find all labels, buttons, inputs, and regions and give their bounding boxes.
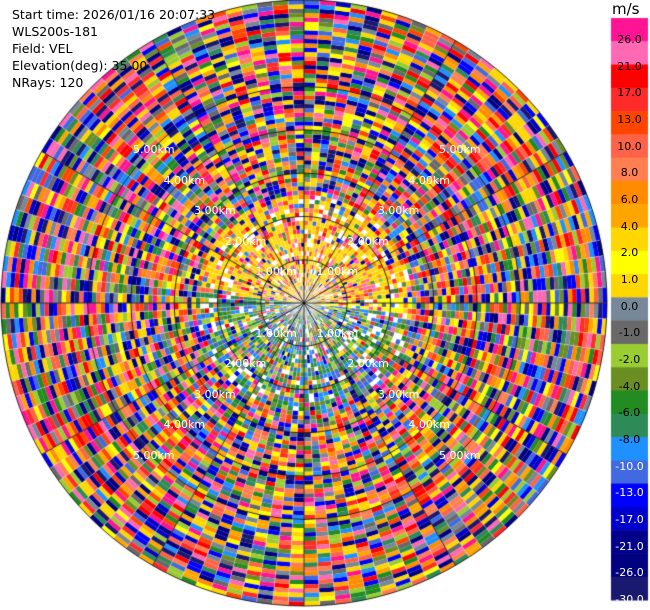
range-ring-label: 1.00km bbox=[255, 326, 297, 340]
colorbar-tick-label: -10.0 bbox=[615, 459, 644, 473]
range-ring-label: 3.00km bbox=[194, 387, 236, 401]
range-ring-label: 5.00km bbox=[132, 142, 175, 156]
colorbar-tick-label: 26.0 bbox=[617, 33, 642, 46]
colorbar-units: m/s bbox=[612, 0, 640, 18]
range-ring-label: 4.00km bbox=[408, 173, 450, 187]
range-ring-label: 3.00km bbox=[377, 204, 420, 218]
colorbar-tick-label: -30.0 bbox=[615, 593, 644, 606]
colorbar-tick-label: 4.0 bbox=[620, 219, 639, 233]
range-ring-label: 1.00km bbox=[255, 265, 297, 279]
range-ring-label: 5.00km bbox=[132, 449, 175, 463]
colorbar-tick-label: -2.0 bbox=[618, 353, 641, 366]
colorbar-tick-label: -4.0 bbox=[618, 379, 641, 393]
colorbar-tick-label: -6.0 bbox=[618, 406, 641, 420]
range-ring-label: 3.00km bbox=[377, 387, 420, 401]
range-ring-label: 4.00km bbox=[163, 173, 206, 187]
colorbar-tick-label: 2.0 bbox=[620, 246, 639, 260]
colorbar-tick-label: 13.0 bbox=[617, 113, 642, 126]
range-ring-label: 3.00km bbox=[194, 204, 236, 218]
colorbar-tick-label: -8.0 bbox=[618, 433, 641, 446]
colorbar-tick-label: 1.0 bbox=[620, 273, 639, 286]
range-ring-label: 2.00km bbox=[224, 234, 267, 248]
range-ring-label: 2.00km bbox=[224, 357, 267, 371]
elevation: Elevation(deg): 35.00 bbox=[12, 58, 148, 73]
nrays: NRays: 120 bbox=[12, 75, 84, 90]
range-ring-label: 1.00km bbox=[316, 265, 359, 279]
colorbar-tick-label: -21.0 bbox=[615, 539, 644, 553]
colorbar-tick-label: -13.0 bbox=[615, 486, 644, 500]
range-ring-label: 4.00km bbox=[163, 418, 206, 432]
range-ring-label: 5.00km bbox=[439, 142, 481, 156]
colorbar-tick-label: -26.0 bbox=[615, 566, 644, 580]
range-ring-label: 5.00km bbox=[439, 449, 481, 463]
info-panel: Start time: 2026/01/16 20:07:33 WLS200s-… bbox=[12, 6, 215, 91]
colorbar-tick-label: 21.0 bbox=[617, 59, 642, 73]
colorbar-tick-label: 8.0 bbox=[620, 166, 639, 180]
instrument-name: WLS200s-181 bbox=[12, 24, 98, 39]
colorbar-tick-label: -17.0 bbox=[615, 513, 644, 526]
range-ring-label: 2.00km bbox=[347, 234, 389, 248]
colorbar-tick-label: 17.0 bbox=[617, 86, 642, 100]
colorbar-tick-label: 10.0 bbox=[617, 139, 642, 153]
range-ring-label: 2.00km bbox=[347, 357, 389, 371]
colorbar-tick-label: 6.0 bbox=[620, 193, 639, 206]
field-name: Field: VEL bbox=[12, 41, 73, 56]
start-time: Start time: 2026/01/16 20:07:33 bbox=[12, 7, 216, 22]
range-ring-label: 1.00km bbox=[316, 326, 359, 340]
colorbar-tick-label: -1.0 bbox=[618, 326, 641, 340]
colorbar-tick-label: 0.0 bbox=[620, 299, 639, 313]
range-ring-label: 4.00km bbox=[408, 418, 450, 432]
